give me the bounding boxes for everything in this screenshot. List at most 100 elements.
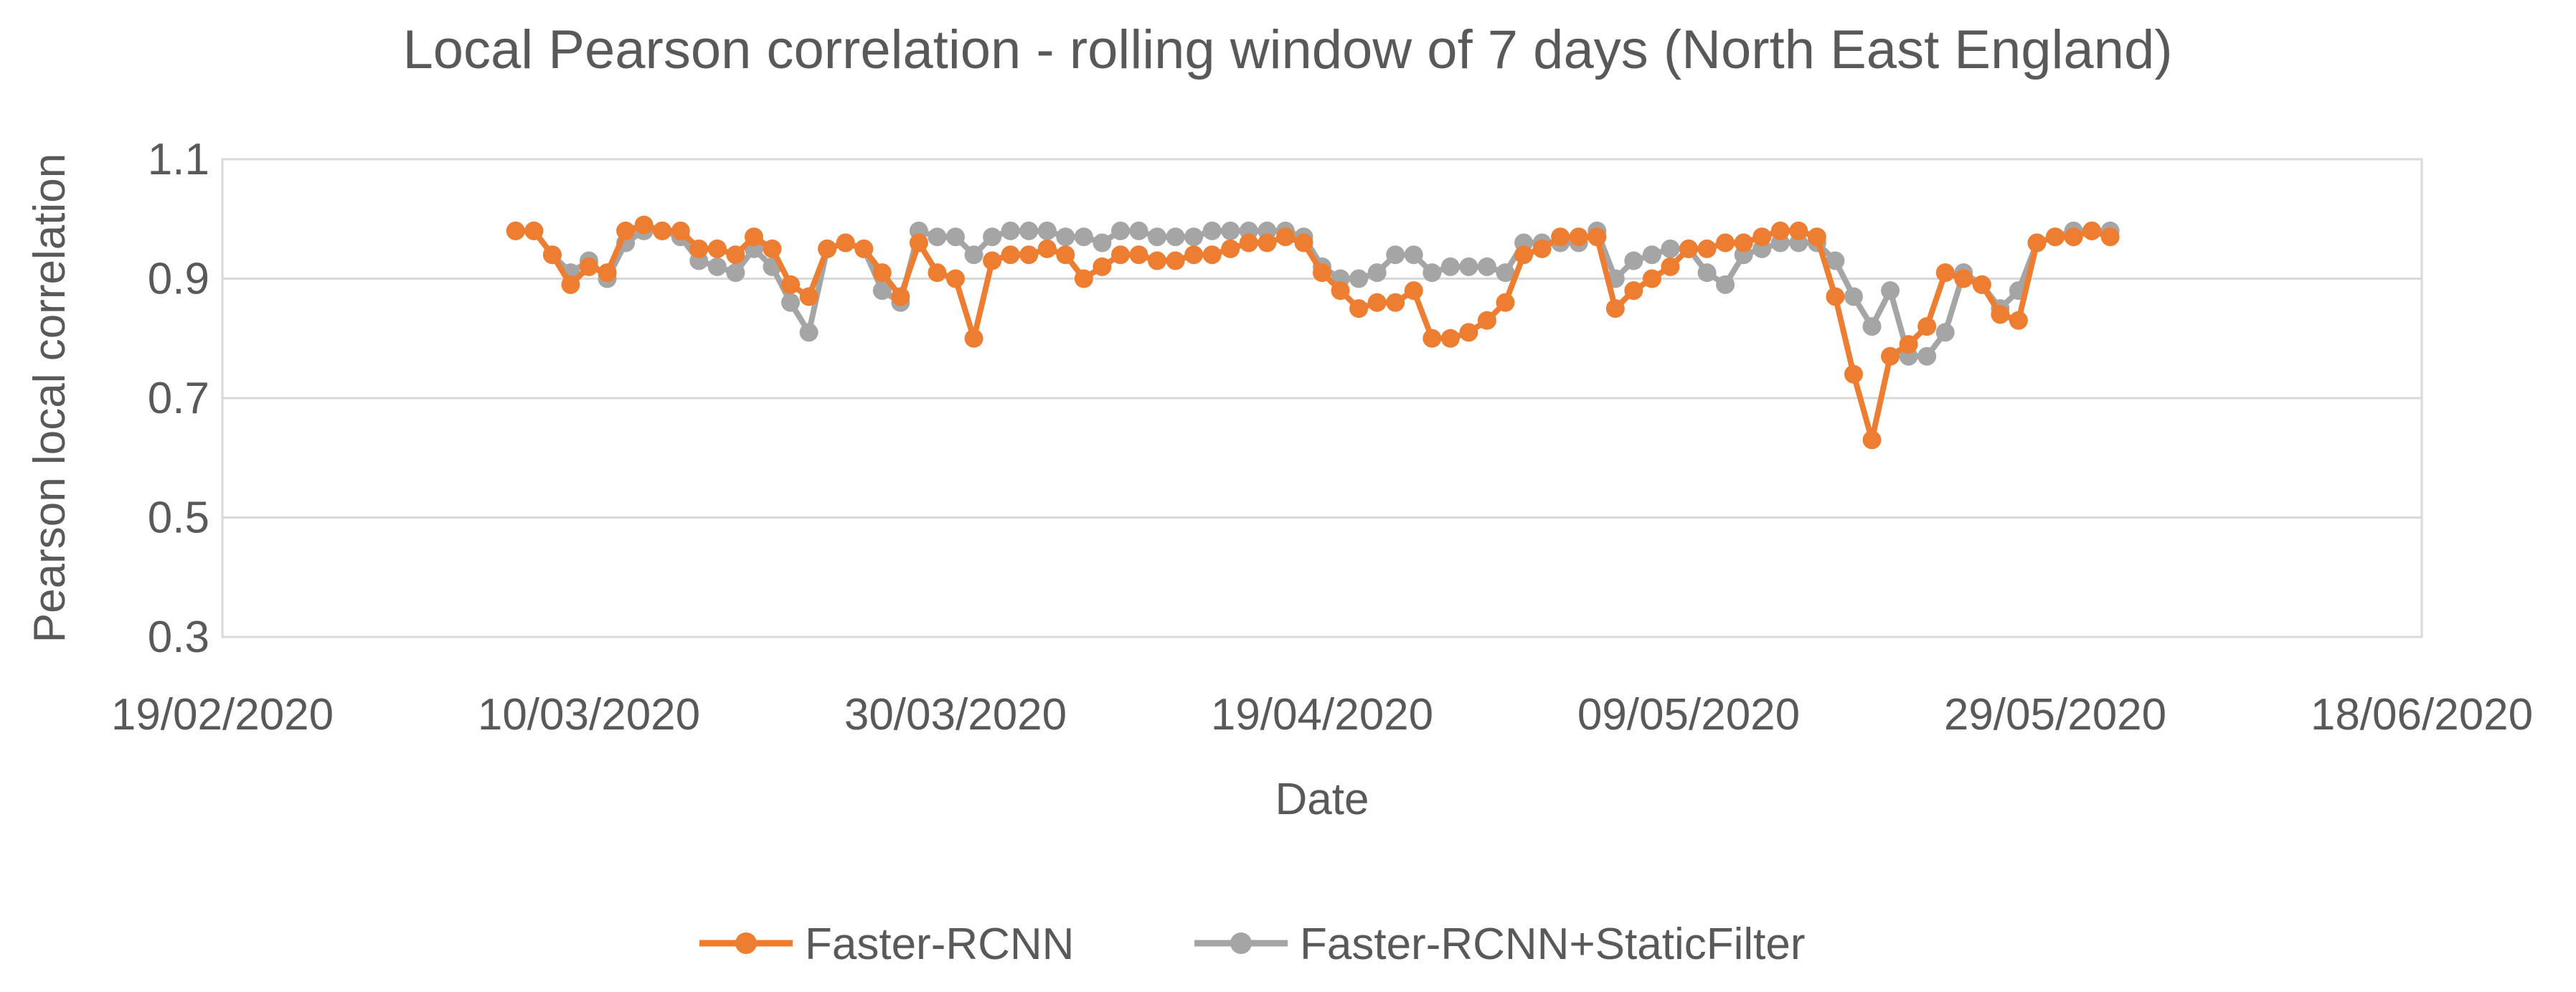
data-point-faster-rcnn: [1734, 233, 1753, 252]
data-point-faster-rcnn-staticfilter: [1477, 257, 1496, 276]
data-point-faster-rcnn: [1239, 233, 1258, 252]
data-point-faster-rcnn-staticfilter: [1661, 239, 1680, 258]
data-point-faster-rcnn-staticfilter: [726, 263, 745, 283]
data-point-faster-rcnn: [671, 221, 690, 240]
x-axis-title: Date: [1275, 775, 1369, 824]
data-point-faster-rcnn-staticfilter: [1221, 221, 1240, 240]
data-point-faster-rcnn: [1202, 245, 1222, 265]
data-point-faster-rcnn-staticfilter: [1093, 233, 1112, 252]
legend-item-faster-rcnn-staticfilter: Faster-RCNN+StaticFilter: [1194, 920, 1806, 969]
data-point-faster-rcnn: [1349, 299, 1369, 318]
data-point-faster-rcnn: [1551, 227, 1570, 247]
series-layer: [506, 215, 2120, 450]
data-point-faster-rcnn-staticfilter: [1496, 263, 1515, 283]
data-point-faster-rcnn-staticfilter: [983, 227, 1002, 247]
data-point-faster-rcnn: [1844, 364, 1863, 384]
data-point-faster-rcnn-staticfilter: [1423, 263, 1442, 283]
data-point-faster-rcnn: [1331, 281, 1350, 301]
data-point-faster-rcnn: [1093, 257, 1112, 276]
legend-label-faster-rcnn-staticfilter: Faster-RCNN+StaticFilter: [1300, 920, 1806, 969]
data-point-faster-rcnn: [1587, 227, 1607, 247]
data-point-faster-rcnn: [1826, 287, 1845, 306]
data-point-faster-rcnn: [836, 233, 855, 252]
data-point-faster-rcnn: [1037, 239, 1057, 258]
data-point-faster-rcnn-staticfilter: [1844, 287, 1863, 306]
x-tick-label: 10/03/2020: [478, 690, 700, 740]
data-point-faster-rcnn-staticfilter: [946, 227, 965, 247]
data-point-faster-rcnn-staticfilter: [1202, 221, 1222, 240]
data-point-faster-rcnn: [891, 287, 910, 306]
data-point-faster-rcnn-staticfilter: [781, 293, 801, 312]
data-point-faster-rcnn: [946, 269, 965, 288]
data-point-faster-rcnn-staticfilter: [1110, 221, 1130, 240]
data-point-faster-rcnn: [872, 263, 892, 283]
data-point-faster-rcnn-staticfilter: [1826, 251, 1845, 270]
y-tick-label: 0.9: [148, 255, 209, 304]
data-point-faster-rcnn: [1496, 293, 1515, 312]
data-point-faster-rcnn-staticfilter: [1184, 227, 1204, 247]
data-point-faster-rcnn-staticfilter: [1642, 245, 1661, 265]
data-point-faster-rcnn-staticfilter: [1367, 263, 1387, 283]
data-point-faster-rcnn-staticfilter: [1881, 281, 1900, 301]
data-point-faster-rcnn: [542, 245, 562, 265]
data-point-faster-rcnn: [2027, 233, 2047, 252]
data-point-faster-rcnn: [1862, 430, 1882, 450]
data-point-faster-rcnn: [2009, 311, 2028, 330]
data-point-faster-rcnn: [1477, 311, 1496, 330]
data-point-faster-rcnn: [1954, 269, 1973, 288]
data-point-faster-rcnn: [744, 227, 763, 247]
data-point-faster-rcnn: [1642, 269, 1661, 288]
data-point-faster-rcnn: [1404, 281, 1423, 301]
legend-marker-faster-rcnn: [735, 932, 757, 954]
data-point-faster-rcnn: [928, 263, 947, 283]
data-point-faster-rcnn: [689, 239, 709, 258]
data-point-faster-rcnn-staticfilter: [1074, 227, 1093, 247]
data-point-faster-rcnn: [1001, 245, 1020, 265]
data-point-faster-rcnn-staticfilter: [1917, 346, 1937, 366]
x-tick-label: 19/04/2020: [1211, 690, 1433, 740]
data-point-faster-rcnn-staticfilter: [1349, 269, 1369, 288]
data-point-faster-rcnn: [1789, 221, 1808, 240]
data-point-faster-rcnn: [1440, 329, 1460, 348]
legend: Faster-RCNN Faster-RCNN+StaticFilter: [699, 920, 1806, 969]
data-point-faster-rcnn-staticfilter: [1404, 245, 1423, 265]
y-axis-title: Pearson local correlation: [25, 153, 75, 643]
data-point-faster-rcnn: [1110, 245, 1130, 265]
data-point-faster-rcnn-staticfilter: [1935, 323, 1955, 342]
data-point-faster-rcnn: [1679, 239, 1698, 258]
data-point-faster-rcnn: [1661, 257, 1680, 276]
data-point-faster-rcnn-staticfilter: [1459, 257, 1478, 276]
data-point-faster-rcnn: [524, 221, 544, 240]
data-point-faster-rcnn: [1716, 233, 1735, 252]
data-point-faster-rcnn: [909, 233, 928, 252]
data-point-faster-rcnn: [1899, 335, 1918, 354]
data-point-faster-rcnn: [1972, 275, 1991, 294]
data-point-faster-rcnn: [1532, 239, 1552, 258]
data-point-faster-rcnn: [707, 239, 727, 258]
data-point-faster-rcnn: [854, 239, 874, 258]
data-point-faster-rcnn: [634, 215, 654, 235]
data-point-faster-rcnn: [2046, 227, 2065, 247]
data-point-faster-rcnn: [1423, 329, 1442, 348]
series-line-faster-rcnn: [515, 222, 2111, 443]
data-point-faster-rcnn-staticfilter: [1148, 227, 1167, 247]
legend-item-faster-rcnn: Faster-RCNN: [699, 920, 1074, 969]
data-point-faster-rcnn: [964, 329, 983, 348]
data-point-faster-rcnn: [653, 221, 672, 240]
data-point-faster-rcnn: [1386, 293, 1405, 312]
data-point-faster-rcnn: [1881, 346, 1900, 366]
data-point-faster-rcnn: [1697, 239, 1717, 258]
data-point-faster-rcnn: [818, 239, 837, 258]
data-point-faster-rcnn: [1129, 245, 1148, 265]
data-point-faster-rcnn: [1019, 245, 1039, 265]
data-point-faster-rcnn: [1275, 227, 1295, 247]
data-point-faster-rcnn: [2064, 227, 2083, 247]
data-point-faster-rcnn: [1935, 263, 1955, 283]
data-point-faster-rcnn: [1184, 245, 1204, 265]
legend-label-faster-rcnn: Faster-RCNN: [805, 920, 1074, 969]
data-point-faster-rcnn-staticfilter: [1001, 221, 1020, 240]
data-point-faster-rcnn: [616, 221, 636, 240]
data-point-faster-rcnn-staticfilter: [1624, 251, 1643, 270]
